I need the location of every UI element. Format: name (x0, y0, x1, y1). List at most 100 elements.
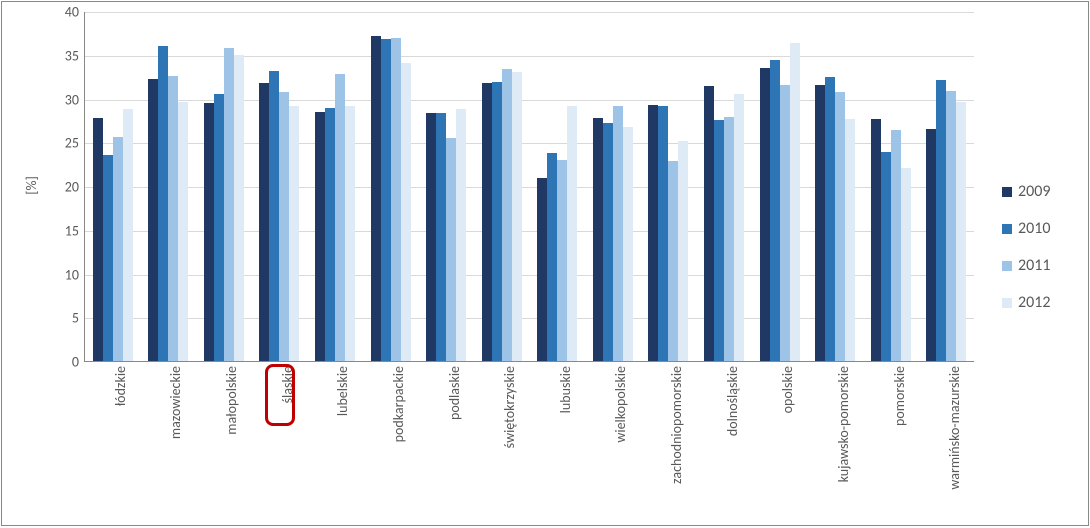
category-group (641, 12, 697, 361)
x-label-slot: świętokrzyskie (473, 362, 529, 522)
x-axis-label: podkarpackie (390, 366, 407, 442)
bar (871, 119, 881, 361)
bar (289, 106, 299, 361)
y-tick-label: 10 (65, 266, 85, 283)
x-axis-label: lubuskie (557, 366, 574, 413)
bar (714, 120, 724, 362)
category-group (85, 12, 141, 361)
x-axis-label: dolnośląskie (724, 366, 741, 436)
bar (269, 71, 279, 361)
bar (381, 39, 391, 361)
y-tick-label: 30 (65, 91, 85, 108)
bar (204, 103, 214, 361)
bar (956, 102, 966, 361)
bar (760, 68, 770, 361)
x-axis-label: pomorskie (891, 366, 908, 426)
bar (482, 83, 492, 361)
bar (845, 119, 855, 361)
bar (391, 38, 401, 361)
bar (123, 109, 133, 361)
bar (512, 72, 522, 361)
x-axis-label: podlaskie (446, 366, 463, 420)
category-group (196, 12, 252, 361)
bar (426, 113, 436, 361)
bar (502, 69, 512, 361)
category-group (752, 12, 808, 361)
x-axis-label: łódzkie (112, 366, 129, 406)
bar (825, 77, 835, 361)
legend-item: 2012 (1002, 293, 1050, 312)
x-axis-label: małopolskie (223, 366, 240, 435)
y-tick-label: 40 (65, 4, 85, 21)
x-label-slot: łódzkie (84, 362, 140, 522)
category-group (585, 12, 641, 361)
category-group (307, 12, 363, 361)
legend-swatch (1002, 298, 1012, 308)
bar (93, 118, 103, 361)
legend-item: 2011 (1002, 256, 1050, 275)
bar (734, 94, 744, 361)
bar (113, 137, 123, 361)
legend-label: 2012 (1018, 293, 1050, 312)
x-axis-label: wielkopolskie (612, 366, 629, 443)
bar (835, 92, 845, 362)
bar (724, 117, 734, 361)
category-group (807, 12, 863, 361)
category-group (141, 12, 197, 361)
x-label-slot: podkarpackie (362, 362, 418, 522)
x-axis-label: mazowieckie (167, 366, 184, 439)
bar (279, 92, 289, 361)
bar (603, 123, 613, 361)
bar (891, 130, 901, 361)
bar (593, 118, 603, 361)
bar (770, 60, 780, 361)
category-group (530, 12, 586, 361)
bar (704, 86, 714, 361)
bar (557, 160, 567, 361)
x-label-slot: zachodniopomorskie (640, 362, 696, 522)
bar (456, 109, 466, 361)
y-axis-title: [%] (23, 176, 40, 195)
bar (901, 168, 911, 361)
legend-swatch (1002, 224, 1012, 234)
x-axis-label: śląskie (279, 366, 296, 403)
bar (345, 106, 355, 362)
x-label-slot: lubuskie (529, 362, 585, 522)
bar (158, 46, 168, 361)
bar (446, 138, 456, 361)
category-group (696, 12, 752, 361)
x-label-slot: lubelskie (307, 362, 363, 522)
x-label-slot: kujawsko-pomorskie (807, 362, 863, 522)
bar (658, 106, 668, 362)
bar (168, 76, 178, 361)
bar (315, 112, 325, 361)
bar (234, 55, 244, 361)
bar (492, 82, 502, 361)
bar (648, 105, 658, 361)
legend: 2009201020112012 (1002, 182, 1050, 330)
bar (259, 83, 269, 361)
x-label-slot: mazowieckie (140, 362, 196, 522)
x-label-slot: dolnośląskie (696, 362, 752, 522)
x-axis-label: świętokrzyskie (501, 366, 518, 448)
x-axis-labels: łódzkie mazowieckie małopolskie śląskie lube… (84, 362, 974, 522)
bar (537, 178, 547, 361)
x-axis-label: opolskie (779, 366, 796, 413)
x-label-slot: warmińsko-mazurskie (918, 362, 974, 522)
bar (790, 43, 800, 362)
x-label-slot: podlaskie (418, 362, 474, 522)
x-axis-label: lubelskie (334, 366, 351, 416)
legend-swatch (1002, 187, 1012, 197)
chart-frame: 0510152025303540 [%] łódzkiemazowieckiem… (1, 1, 1089, 526)
y-tick-label: 5 (72, 310, 85, 327)
category-group (363, 12, 419, 361)
y-tick-label: 35 (65, 47, 85, 64)
legend-label: 2010 (1018, 219, 1050, 238)
bar (946, 91, 956, 361)
bar (613, 106, 623, 361)
x-label-slot: śląskie (251, 362, 307, 522)
bar (148, 79, 158, 361)
x-label-slot: opolskie (752, 362, 808, 522)
y-tick-label: 15 (65, 222, 85, 239)
bar (401, 63, 411, 361)
